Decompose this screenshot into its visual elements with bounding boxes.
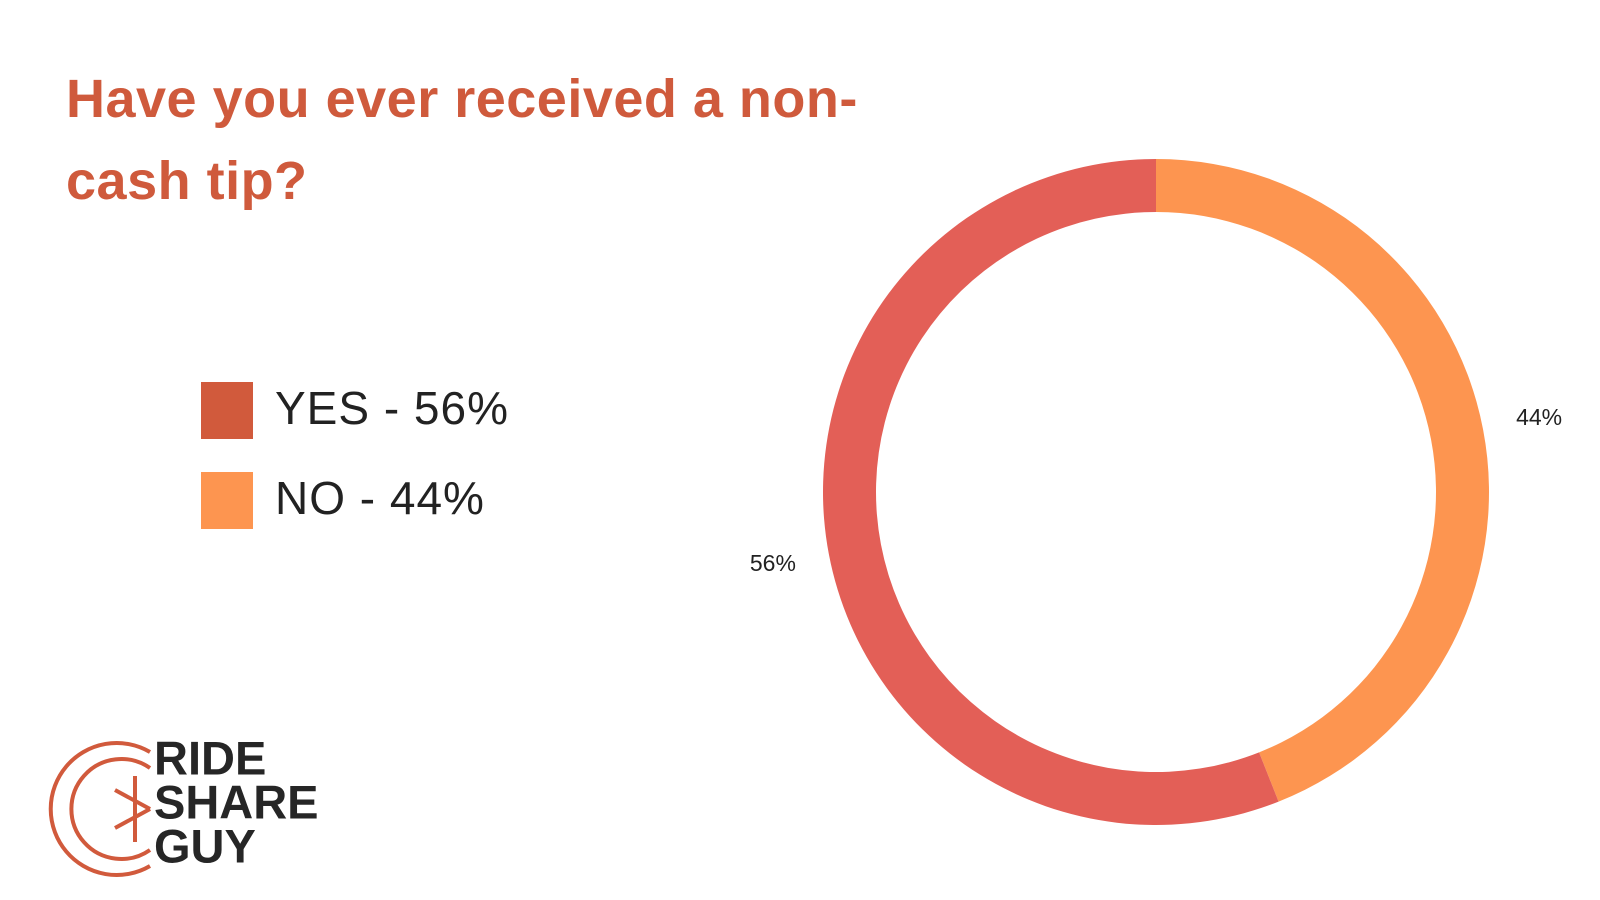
legend-swatch [201,472,253,529]
logo-wheel [69,757,152,861]
logo-text: RIDE [154,731,266,784]
data-label: 56% [750,550,796,576]
donut-slice [823,159,1279,825]
logo-text: SHARE [154,775,319,828]
chart-title: Have you ever received a non-cash tip? [66,69,858,211]
donut-slice [1156,159,1489,802]
logo-spoke [114,788,151,811]
logo-text: GUY [154,819,256,872]
legend-label: NO - 44% [275,472,485,524]
logo-icon [48,741,152,877]
legend-swatch [201,382,253,439]
legend-label: YES - 56% [275,382,509,434]
logo-ring [48,741,152,877]
data-label: 44% [1516,404,1562,430]
logo-spoke [114,807,151,830]
